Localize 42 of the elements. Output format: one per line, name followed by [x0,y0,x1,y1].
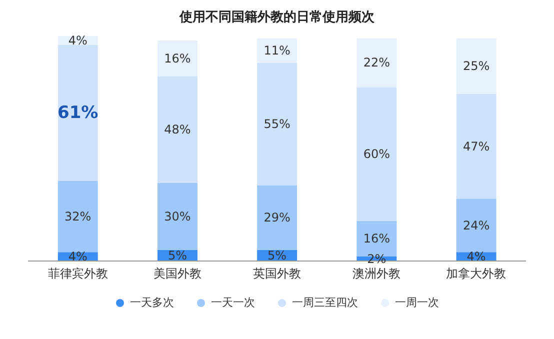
x-tick-label: 英国外教 [253,266,301,281]
data-label: 22% [363,56,390,70]
bar [58,180,98,252]
data-label: 32% [64,209,92,224]
legend-label: 一周三至四次 [291,295,358,310]
legend-label: 一周一次 [394,295,439,310]
bar [257,38,298,63]
chart-title: 使用不同国籍外教的日常使用频次 [178,9,376,26]
data-label: 47% [462,139,490,154]
bar [157,183,198,250]
bar [157,76,198,184]
bar [456,94,496,199]
x-tick-label: 美国外教 [153,266,202,281]
data-label: 30% [164,209,191,224]
data-label: 5% [168,248,188,262]
bar [257,185,298,250]
legend-label: 一天一次 [210,295,255,310]
bar [356,38,397,88]
bar [456,38,496,94]
data-label: 61% [58,102,98,123]
data-label: 4% [68,33,88,48]
data-label: 24% [462,218,490,232]
bar [157,40,198,76]
bar [58,44,98,181]
data-label: 16% [164,51,191,66]
data-label: 48% [164,122,191,137]
bar [257,62,298,186]
data-label: 25% [462,59,490,74]
data-label: 55% [264,116,290,131]
x-tick-label: 菲律宾外教 [48,266,108,281]
x-tick-label: 澳洲外教 [352,266,401,281]
data-label: 11% [264,43,290,58]
data-label: 60% [363,147,390,162]
data-label: 16% [363,232,390,246]
data-label: 4% [68,250,88,264]
data-label: 29% [264,210,290,225]
legend-label: 一天多次 [129,295,174,310]
data-label: 5% [268,248,287,262]
data-label: 4% [466,250,486,264]
x-tick-label: 加拿大外教 [446,266,506,281]
bar [356,87,397,221]
bar [456,198,496,252]
